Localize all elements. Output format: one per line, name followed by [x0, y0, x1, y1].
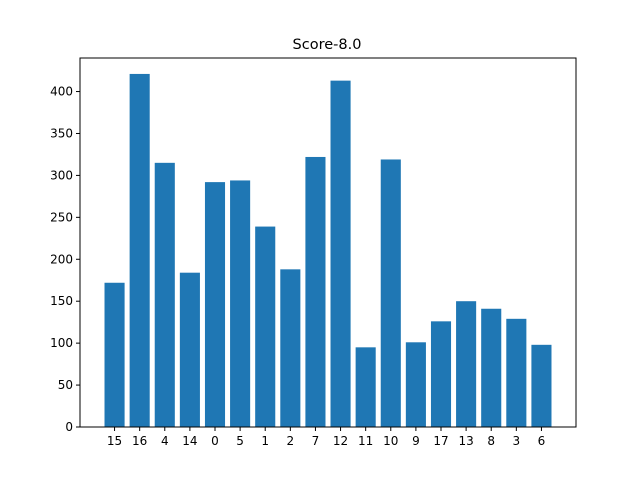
chart-title: Score-8.0: [293, 37, 362, 53]
x-tick-label: 11: [358, 434, 373, 448]
x-tick-label: 4: [161, 434, 169, 448]
y-tick-label: 400: [50, 85, 73, 99]
bar-12: [330, 80, 351, 427]
bar-9: [405, 342, 426, 427]
x-tick-label: 7: [312, 434, 320, 448]
bar-0: [204, 182, 226, 427]
bar-7: [305, 156, 326, 427]
x-tick-label: 10: [383, 434, 398, 448]
bar-10: [380, 159, 401, 427]
x-tick-label: 9: [412, 434, 420, 448]
bar-3: [506, 318, 527, 427]
y-tick-label: 250: [50, 210, 73, 224]
y-tick-label: 200: [50, 252, 73, 266]
bar-17: [430, 321, 452, 427]
bar-2: [280, 269, 301, 427]
bar-8: [481, 308, 502, 427]
bar-6: [531, 344, 552, 427]
bar-16: [129, 73, 150, 428]
bar-13: [456, 301, 477, 427]
plot-frame: [79, 57, 577, 428]
x-tick-label: 13: [458, 434, 473, 448]
x-tick-label: 14: [182, 434, 197, 448]
x-tick-label: 16: [132, 434, 147, 448]
bar-15: [104, 282, 125, 427]
x-tick-label: 15: [107, 434, 122, 448]
x-tick-label: 17: [433, 434, 448, 448]
bar-5: [230, 180, 251, 427]
x-axis-ticks: 15 16 4 14 0 5 1 2 7 12 11 10 9 17 13 8 3 6: [107, 427, 545, 448]
bar-14: [179, 272, 200, 427]
y-tick-label: 0: [65, 420, 73, 434]
y-axis-ticks: 0 50 100 150 200 250 300 350 400: [50, 85, 80, 434]
y-tick-label: 300: [50, 168, 73, 182]
y-tick-label: 50: [58, 378, 73, 392]
x-tick-label: 6: [538, 434, 546, 448]
y-tick-label: 100: [50, 336, 73, 350]
x-tick-label: 1: [261, 434, 269, 448]
bar-1: [255, 226, 276, 427]
x-tick-label: 2: [287, 434, 295, 448]
bar-11: [355, 347, 376, 427]
x-tick-label: 8: [487, 434, 495, 448]
x-tick-label: 12: [333, 434, 348, 448]
y-tick-label: 350: [50, 126, 73, 140]
x-tick-label: 3: [513, 434, 521, 448]
x-tick-label: 5: [236, 434, 244, 448]
y-tick-label: 150: [50, 294, 73, 308]
x-tick-label: 0: [211, 434, 219, 448]
bar-4: [154, 162, 175, 428]
bars-group: [104, 73, 552, 428]
